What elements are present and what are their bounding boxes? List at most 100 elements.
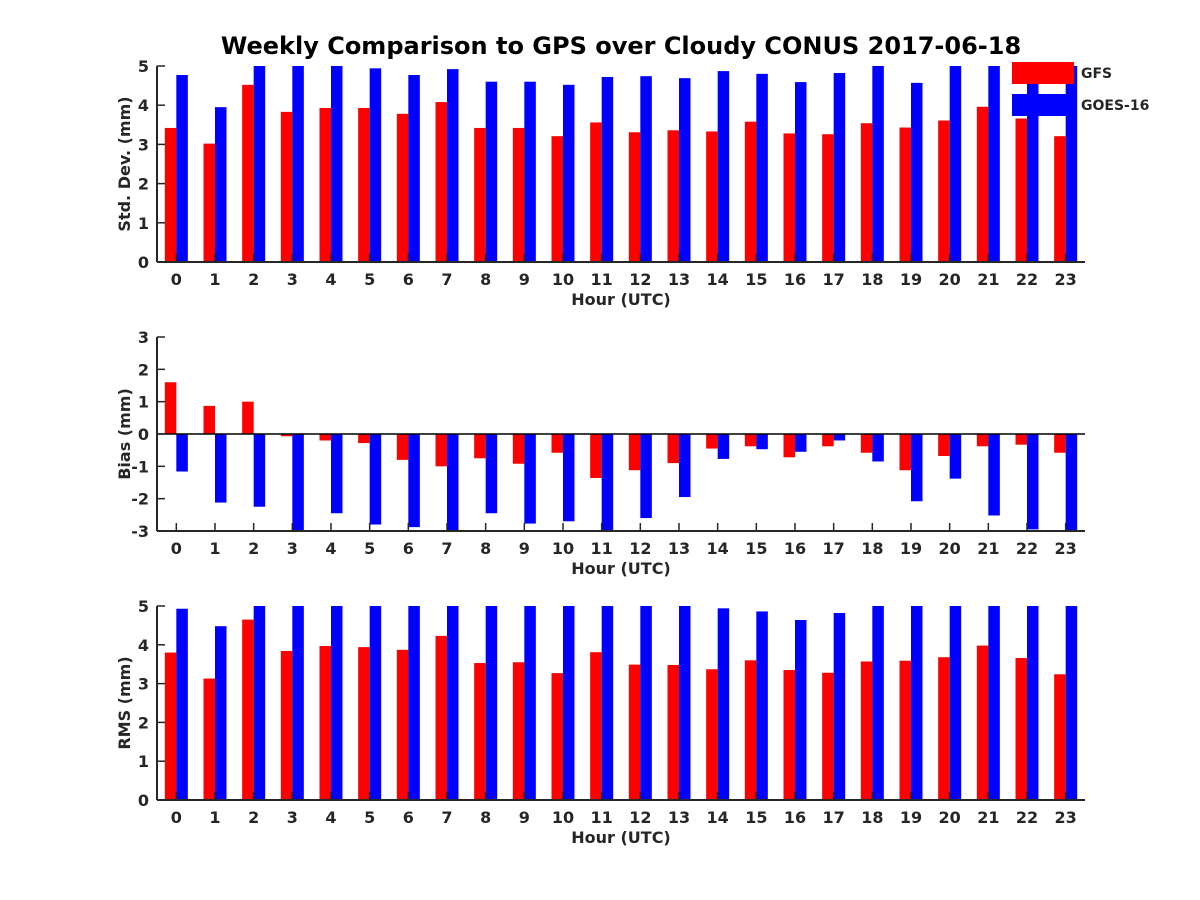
x-tick-label: 14 <box>707 270 729 289</box>
bar-goes-16-hour-13 <box>679 434 691 498</box>
y-axis-label: Std. Dev. (mm) <box>115 96 134 231</box>
bar-goes-16-hour-21 <box>988 606 1000 800</box>
bar-goes-16-hour-23 <box>1065 606 1078 800</box>
x-tick-label: 1 <box>209 539 220 558</box>
x-tick-label: 6 <box>403 270 414 289</box>
bar-gfs-hour-11 <box>590 122 602 262</box>
x-tick-label: 15 <box>745 270 767 289</box>
bar-gfs-hour-14 <box>706 131 718 262</box>
bar-goes-16-hour-15 <box>756 434 768 450</box>
y-tick-label: 0 <box>138 791 149 810</box>
bar-gfs-hour-22 <box>1015 118 1027 262</box>
x-tick-label: 8 <box>480 539 491 558</box>
x-tick-label: 19 <box>900 270 922 289</box>
x-tick-label: 9 <box>519 539 530 558</box>
y-tick-label: 0 <box>138 425 149 444</box>
bar-gfs-hour-5 <box>358 434 370 444</box>
bar-goes-16-hour-10 <box>563 434 575 522</box>
bar-goes-16-hour-21 <box>988 434 1000 516</box>
x-tick-label: 1 <box>209 808 220 827</box>
bar-goes-16-hour-12 <box>640 606 652 800</box>
x-tick-label: 15 <box>745 539 767 558</box>
x-tick-label: 7 <box>441 539 452 558</box>
y-tick-label: 1 <box>138 393 149 412</box>
bar-gfs-hour-4 <box>319 107 331 262</box>
bar-gfs-hour-16 <box>783 434 795 458</box>
x-tick-label: 17 <box>823 539 845 558</box>
y-tick-label: 0 <box>138 253 149 272</box>
x-tick-label: 6 <box>403 539 414 558</box>
bar-goes-16-hour-13 <box>679 606 691 800</box>
x-tick-label: 7 <box>441 808 452 827</box>
bar-goes-16-hour-4 <box>331 66 343 262</box>
bar-gfs-hour-1 <box>203 405 215 434</box>
x-tick-label: 0 <box>171 270 182 289</box>
bar-gfs-hour-3 <box>280 651 293 800</box>
bar-gfs-hour-6 <box>396 434 409 460</box>
bar-goes-16-hour-18 <box>872 434 884 462</box>
bar-goes-16-hour-1 <box>215 626 227 800</box>
bar-gfs-hour-13 <box>667 434 679 464</box>
bar-goes-16-hour-16 <box>795 82 807 262</box>
bar-goes-16-hour-6 <box>408 434 420 528</box>
x-tick-label: 2 <box>248 270 259 289</box>
bar-goes-16-hour-14 <box>717 608 730 800</box>
x-tick-label: 19 <box>900 539 922 558</box>
bar-gfs-hour-19 <box>899 434 911 471</box>
bar-gfs-hour-18 <box>860 434 873 453</box>
bar-goes-16-hour-10 <box>563 606 575 800</box>
bar-goes-16-hour-19 <box>911 434 923 502</box>
bar-gfs-hour-11 <box>590 652 602 800</box>
bar-goes-16-hour-20 <box>949 606 962 800</box>
bar-goes-16-hour-15 <box>756 73 768 262</box>
bar-goes-16-hour-3 <box>292 66 304 262</box>
x-tick-label: 13 <box>668 808 690 827</box>
bar-gfs-hour-23 <box>1054 674 1066 800</box>
x-tick-label: 4 <box>325 808 336 827</box>
x-tick-label: 8 <box>480 808 491 827</box>
bar-goes-16-hour-22 <box>1027 434 1039 530</box>
y-tick-label: 4 <box>138 96 149 115</box>
bar-goes-16-hour-1 <box>215 107 227 262</box>
bar-gfs-hour-12 <box>628 132 641 262</box>
bar-goes-16-hour-10 <box>563 84 575 262</box>
x-tick-label: 17 <box>823 808 845 827</box>
bar-gfs-hour-18 <box>860 661 873 800</box>
y-tick-label: -3 <box>131 522 149 541</box>
bar-gfs-hour-0 <box>164 652 177 800</box>
bar-goes-16-hour-14 <box>717 434 730 459</box>
bar-gfs-hour-23 <box>1054 434 1066 453</box>
bar-gfs-hour-5 <box>358 107 370 262</box>
bar-gfs-hour-1 <box>203 143 215 262</box>
y-tick-label: -2 <box>131 490 149 509</box>
x-tick-label: 20 <box>939 539 961 558</box>
y-tick-label: 3 <box>138 675 149 694</box>
x-tick-label: 3 <box>287 270 298 289</box>
bar-gfs-hour-16 <box>783 133 795 262</box>
bar-goes-16-hour-13 <box>679 78 691 263</box>
x-tick-label: 1 <box>209 270 220 289</box>
bar-goes-16-hour-9 <box>524 434 536 524</box>
bar-gfs-hour-15 <box>744 660 757 800</box>
x-tick-label: 3 <box>287 808 298 827</box>
chart-title: Weekly Comparison to GPS over Cloudy CON… <box>221 32 1021 60</box>
bar-gfs-hour-2 <box>242 84 254 262</box>
y-axis-label: RMS (mm) <box>115 656 134 749</box>
x-tick-label: 20 <box>939 808 961 827</box>
bar-goes-16-hour-18 <box>872 606 884 800</box>
bar-goes-16-hour-8 <box>485 434 498 514</box>
bar-gfs-hour-11 <box>590 434 602 478</box>
x-tick-label: 4 <box>325 270 336 289</box>
x-tick-label: 10 <box>552 808 574 827</box>
x-tick-label: 18 <box>861 270 883 289</box>
x-tick-label: 14 <box>707 808 729 827</box>
x-tick-label: 11 <box>591 539 613 558</box>
x-axis-label: Hour (UTC) <box>571 828 671 847</box>
x-tick-label: 20 <box>939 270 961 289</box>
bar-gfs-hour-4 <box>319 645 331 800</box>
x-tick-label: 22 <box>1016 539 1038 558</box>
bar-gfs-hour-20 <box>938 657 950 800</box>
